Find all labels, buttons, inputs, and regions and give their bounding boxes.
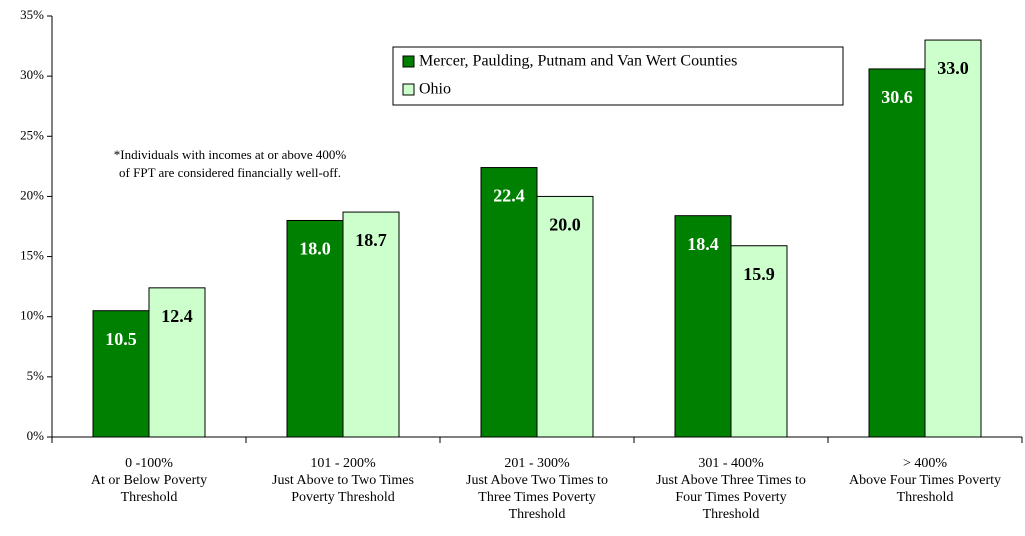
x-tick-label: 301 - 400% Just Above Three Times to Fou… (656, 456, 806, 522)
value-label: 30.6 (881, 87, 913, 107)
value-label: 18.4 (687, 234, 719, 254)
value-label: 18.0 (299, 239, 331, 259)
value-label: 33.0 (937, 58, 969, 78)
y-tick-label: 0% (27, 428, 45, 443)
value-label: 20.0 (549, 215, 581, 235)
bar (480, 167, 538, 438)
bar (674, 215, 732, 438)
annotation: *Individuals with incomes at or above 40… (113, 147, 347, 180)
value-label: 22.4 (493, 186, 525, 206)
value-label: 12.4 (161, 306, 193, 326)
value-label: 10.5 (105, 329, 137, 349)
legend-label: Ohio (419, 81, 451, 98)
y-tick-label: 35% (20, 7, 44, 22)
y-tick-label: 15% (20, 248, 44, 263)
x-tick-label: 201 - 300% Just Above Two Times to Three… (466, 456, 608, 522)
y-tick-label: 20% (20, 187, 44, 202)
legend-marker (402, 83, 415, 96)
y-tick-label: 10% (20, 308, 44, 323)
legend-label: Mercer, Paulding, Putnam and Van Wert Co… (419, 53, 737, 70)
legend-marker (402, 55, 415, 68)
bar (868, 68, 926, 438)
bar (730, 245, 788, 438)
x-tick-label: 101 - 200% Just Above to Two Times Pover… (272, 456, 414, 505)
bar (924, 39, 982, 438)
bar (342, 211, 400, 438)
bar (536, 195, 594, 438)
value-label: 15.9 (743, 264, 775, 284)
bar (92, 310, 150, 438)
bar (148, 287, 206, 438)
y-tick-label: 25% (20, 127, 44, 142)
y-tick-label: 5% (27, 368, 45, 383)
value-label: 18.7 (355, 230, 387, 250)
y-tick-label: 30% (20, 67, 44, 82)
x-tick-label: > 400% Above Four Times Poverty Threshol… (848, 456, 1002, 505)
legend-box (392, 46, 844, 106)
x-tick-label: 0 -100% At or Below Poverty Threshold (90, 456, 208, 505)
bar (286, 219, 344, 438)
